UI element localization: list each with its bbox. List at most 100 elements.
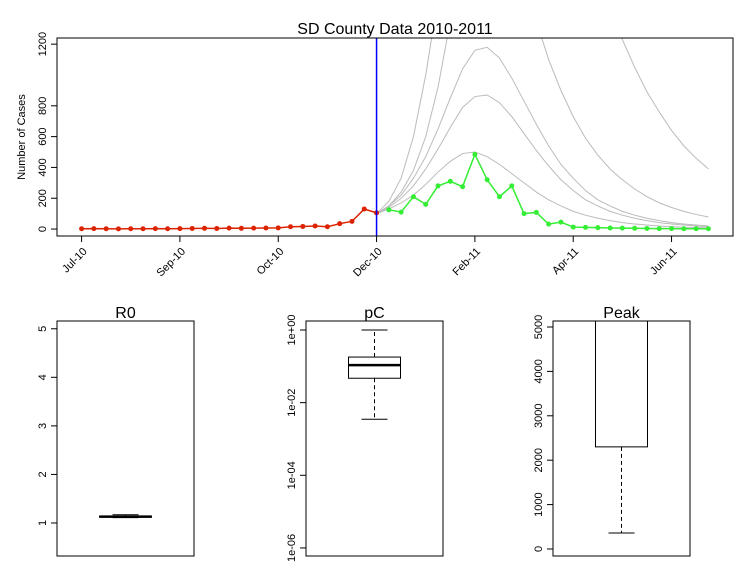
panel: 1 2 3 4 5 R0 <box>37 305 195 557</box>
data-point <box>472 151 478 157</box>
data-point <box>361 206 367 212</box>
data-point <box>496 194 502 200</box>
plot-frame <box>305 320 444 557</box>
data-point <box>509 183 515 189</box>
y-tick-label: 5000 <box>533 315 545 339</box>
data-point <box>214 225 220 231</box>
plot-frame <box>552 320 691 557</box>
series-line <box>376 38 709 218</box>
x-tick-label: Jun-11 <box>648 246 680 278</box>
y-tick-label: 400 <box>37 158 49 176</box>
data-point <box>595 225 601 231</box>
data-point <box>398 209 404 215</box>
y-tick-label: 3000 <box>533 404 545 428</box>
plot-area <box>348 329 401 420</box>
y-tick-label: 5 <box>37 326 49 332</box>
data-point <box>275 225 281 231</box>
data-point <box>312 223 318 229</box>
data-point <box>410 194 416 200</box>
x-tick-label: Dec-10 <box>351 246 385 280</box>
data-point <box>693 226 699 232</box>
y-tick-label: 1e+00 <box>286 315 298 346</box>
data-point <box>103 226 109 232</box>
data-point <box>435 183 441 189</box>
data-point <box>669 226 675 232</box>
data-point <box>460 184 466 190</box>
data-point <box>423 201 429 207</box>
data-point <box>349 218 355 224</box>
series-line <box>376 94 709 228</box>
y-tick-label: 600 <box>37 127 49 145</box>
data-point <box>263 225 269 231</box>
plot-frame <box>56 320 195 557</box>
data-point <box>546 221 552 227</box>
box <box>595 321 648 448</box>
panel: 0 200 400 600 800 1200 SD County Data 2010-201… <box>16 21 734 280</box>
y-tick-label: 1 <box>37 520 49 526</box>
y-tick-label: 4 <box>37 374 49 380</box>
data-point <box>251 225 257 231</box>
chart-title: Peak <box>603 305 640 322</box>
box <box>348 356 401 379</box>
y-tick-label: 0 <box>37 226 49 232</box>
data-point <box>288 224 294 230</box>
data-point <box>607 225 613 231</box>
y-tick-label: 2000 <box>533 448 545 472</box>
data-point <box>324 224 330 230</box>
data-point <box>484 177 490 183</box>
x-tick-label: Sep-10 <box>155 246 189 280</box>
x-tick-label: Apr-11 <box>550 246 581 277</box>
y-tick-label: 1e-04 <box>286 461 298 489</box>
x-tick-label: Oct-10 <box>255 246 287 278</box>
plot-frame <box>56 37 734 237</box>
data-point <box>226 225 232 231</box>
data-point <box>386 207 392 213</box>
data-point <box>644 225 650 231</box>
y-tick-label: 3 <box>37 423 49 429</box>
data-point <box>165 226 171 232</box>
data-point <box>558 219 564 225</box>
y-tick-label: 800 <box>37 97 49 115</box>
data-point <box>570 224 576 230</box>
data-point <box>656 226 662 232</box>
y-tick-label: 1200 <box>37 32 49 56</box>
data-point <box>300 223 306 229</box>
chart-title: pC <box>364 305 384 322</box>
y-tick-label: 1e-02 <box>286 389 298 417</box>
series-line <box>376 38 709 215</box>
plot-area <box>595 321 648 534</box>
data-point <box>619 225 625 231</box>
data-point <box>337 221 343 227</box>
y-tick-label: 1e-06 <box>286 534 298 562</box>
data-point <box>152 226 158 232</box>
data-point <box>201 225 207 231</box>
series-line <box>376 46 709 227</box>
data-point <box>79 226 85 232</box>
chart-title: SD County Data 2010-2011 <box>297 21 492 38</box>
data-point <box>177 226 183 232</box>
data-point <box>533 209 539 215</box>
series-line <box>376 151 709 229</box>
chart-title: R0 <box>115 305 136 322</box>
y-tick-label: 4000 <box>533 359 545 383</box>
y-tick-label: 2 <box>37 471 49 477</box>
x-tick-label: Jul-10 <box>60 246 90 276</box>
data-point <box>681 226 687 232</box>
data-point <box>447 178 453 184</box>
data-point <box>115 226 121 232</box>
data-point <box>238 225 244 231</box>
y-tick-label: 0 <box>533 546 545 552</box>
y-tick-label: 200 <box>37 189 49 207</box>
y-tick-label: 1000 <box>533 492 545 516</box>
panel: 0 1000 2000 3000 4000 5000 Peak <box>533 305 691 557</box>
y-axis-label: Number of Cases <box>16 94 28 180</box>
data-point <box>189 225 195 231</box>
x-tick-label: Feb-11 <box>451 246 484 279</box>
plot-area <box>99 514 152 519</box>
data-point <box>632 225 638 231</box>
data-point <box>521 211 527 217</box>
plot-area <box>79 38 711 232</box>
data-point <box>140 226 146 232</box>
data-point <box>583 224 589 230</box>
